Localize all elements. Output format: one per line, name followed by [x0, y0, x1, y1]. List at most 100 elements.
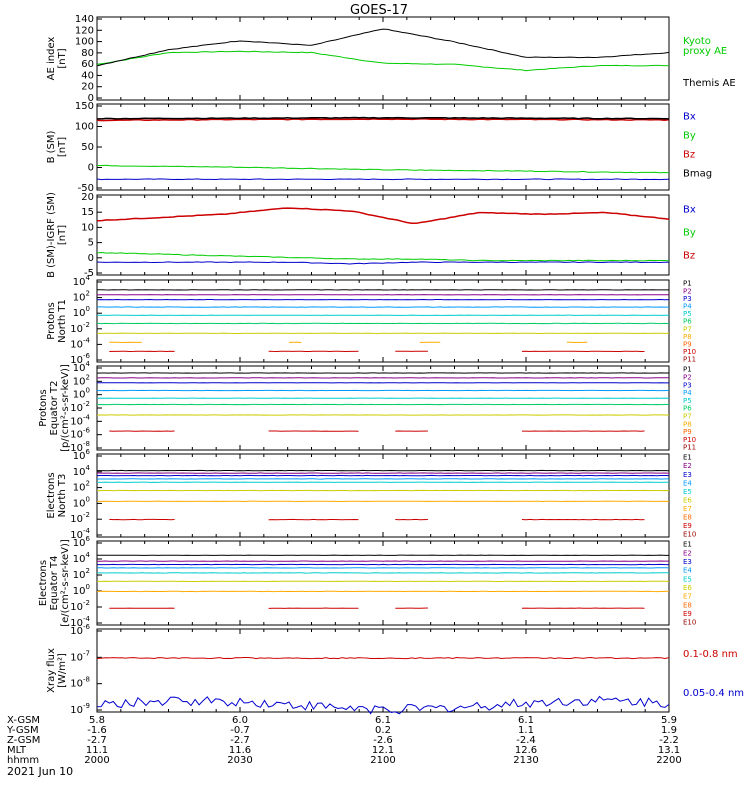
tick-label: 102 — [73, 480, 90, 494]
legend-label: P3 — [683, 295, 692, 303]
tick-label: 100 — [73, 583, 90, 597]
y-axis-label: North T3 — [57, 474, 68, 518]
legend-label: E8 — [683, 601, 692, 609]
ephemeris-value: 6.0 — [232, 715, 248, 726]
ephemeris-table: X-GSMY-GSMZ-GSMMLThhmm5.8-1.6-2.711.1200… — [6, 715, 682, 766]
legend-label: P10 — [683, 436, 696, 444]
tick-label: 60 — [81, 59, 94, 70]
legend-label: E2 — [683, 549, 692, 557]
legend-label: Bx — [683, 111, 696, 122]
tick-label: 106 — [73, 535, 91, 549]
date-label: 2021 Jun 10 — [7, 765, 73, 778]
legend-label: P7 — [683, 325, 692, 333]
tick-label: 10-4 — [70, 413, 90, 427]
legend-label: P1 — [683, 366, 692, 374]
legend-label: Bz — [683, 150, 695, 161]
panel-bigrf: 20 15 10 5 0 -5 B (SM)-IGRF (SM) [nT] Bx By Bz — [46, 192, 696, 279]
ephemeris-row-label: hhmm — [7, 755, 39, 766]
legend-label: P4 — [683, 389, 692, 397]
legend-label: E10 — [683, 531, 696, 539]
tick-label: 100 — [73, 387, 90, 401]
tick-label: 20 — [81, 192, 94, 203]
ephemeris-row-label: MLT — [7, 745, 27, 756]
panel-frame — [96, 365, 670, 451]
legend-label: P2 — [683, 287, 692, 295]
ephemeris-row-label: Y-GSM — [6, 725, 39, 736]
ephemeris-value: 12.1 — [372, 745, 394, 756]
series-by — [97, 164, 670, 174]
ephemeris-row-label: X-GSM — [7, 715, 40, 726]
series-by — [96, 251, 670, 262]
tick-label: 10-6 — [70, 427, 90, 441]
legend-label: E3 — [683, 558, 692, 566]
tick-label: 40 — [81, 70, 94, 81]
ephemeris-value: 13.1 — [658, 745, 680, 756]
panel-frame — [96, 103, 670, 191]
y-axis-label: B (SM)-IGRF (SM) — [46, 192, 57, 278]
legend-label: E8 — [683, 514, 692, 522]
series-themis-ae — [96, 28, 670, 67]
series-bz — [96, 118, 670, 122]
ephemeris-value: 2100 — [370, 755, 395, 766]
tick-label: 10-4 — [70, 615, 90, 629]
y-axis-label: Protons — [38, 389, 49, 426]
tick-label: 10-8 — [70, 676, 90, 690]
legend-label: P1 — [683, 280, 692, 288]
legend-label: 0.1-0.8 nm — [683, 649, 738, 660]
ephemeris-value: 2000 — [84, 755, 109, 766]
legend-label: P6 — [683, 318, 692, 326]
legend-label: P9 — [683, 340, 692, 348]
legend-label: P8 — [683, 420, 692, 428]
ephemeris-value: -1.6 — [87, 725, 107, 736]
legend-label: E5 — [683, 488, 692, 496]
ephemeris-value: 1.9 — [661, 725, 677, 736]
legend-label: E5 — [683, 575, 692, 583]
y-axis-label: Protons — [46, 302, 57, 339]
ephemeris-value: 6.1 — [518, 715, 534, 726]
ephemeris-value: -2.2 — [659, 735, 679, 746]
tick-label: 104 — [73, 551, 91, 565]
legend-label: E7 — [683, 593, 692, 601]
legend-label: Kyoto — [683, 36, 711, 47]
y-axis-label: [p/(cm²-s-sr-keV)] — [60, 364, 71, 452]
ephemeris-value: 11.1 — [86, 745, 108, 756]
legend-label: P11 — [683, 356, 696, 364]
tick-label: 100 — [75, 122, 94, 133]
tick-label: 10 — [81, 222, 94, 233]
legend-label: proxy AE — [683, 46, 727, 57]
tick-label: 100 — [73, 305, 90, 319]
tick-label: 20 — [81, 82, 94, 93]
tick-label: 15 — [81, 207, 94, 218]
tick-label: 104 — [73, 274, 91, 288]
panel-xray: 10-6 10-7 10-8 10-9 Xray flux [W/m²] 0.1-0.8 n… — [46, 623, 744, 716]
legend-label: P9 — [683, 428, 692, 436]
legend-label: By — [683, 130, 696, 141]
ephemeris-value: 1.1 — [518, 725, 534, 736]
series-bx — [96, 261, 670, 265]
tick-label: 0 — [88, 163, 94, 174]
tick-label: 10-2 — [70, 599, 90, 613]
y-axis-label: [W/m²] — [57, 653, 68, 688]
y-axis-label: [nT] — [57, 48, 68, 68]
series-0-05-0-4-nm — [96, 695, 670, 715]
tick-label: 10-2 — [70, 321, 90, 335]
tick-label: 102 — [73, 567, 90, 581]
tick-label: 10-9 — [70, 702, 90, 716]
legend-label: E7 — [683, 505, 692, 513]
ephemeris-value: 0.2 — [375, 725, 391, 736]
legend-label: E4 — [683, 567, 692, 575]
tick-label: 150 — [75, 101, 94, 112]
tick-label: 120 — [75, 25, 94, 36]
ephemeris-value: -2.7 — [230, 735, 250, 746]
ephemeris-value: 5.9 — [661, 715, 677, 726]
y-axis-label: [e/(cm²-s-sr-keV)] — [60, 539, 71, 627]
ephemeris-value: 2030 — [227, 755, 252, 766]
ephemeris-value: 6.1 — [375, 715, 391, 726]
panel-bsm: 150 100 50 0 -50 B (SM) [nT] Bx By Bz Bmag — [46, 101, 712, 194]
panel-frame — [96, 628, 670, 713]
legend-label: E9 — [683, 522, 692, 530]
y-axis-label: Equator T2 — [49, 381, 60, 436]
tick-label: 102 — [73, 290, 90, 304]
